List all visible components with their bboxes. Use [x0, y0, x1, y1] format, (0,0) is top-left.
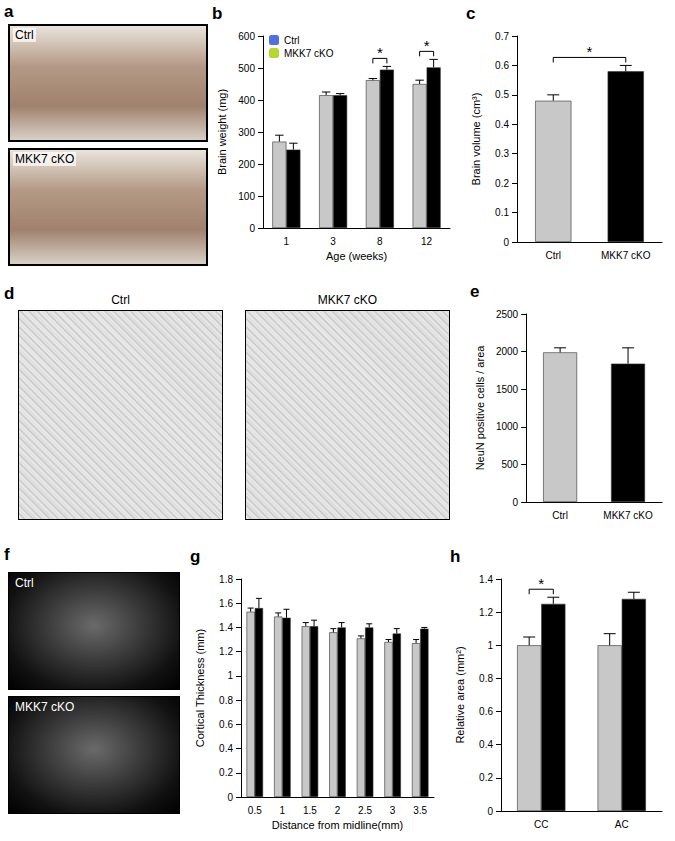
svg-text:0.7: 0.7	[495, 31, 509, 42]
svg-text:Cortical Thickness (mm): Cortical Thickness (mm)	[194, 629, 206, 747]
svg-text:0.6: 0.6	[495, 60, 509, 71]
svg-text:1.2: 1.2	[479, 607, 493, 618]
svg-text:Ctrl: Ctrl	[284, 35, 300, 46]
svg-text:0.8: 0.8	[219, 695, 233, 706]
html-text:f: f	[4, 545, 10, 564]
svg-text:2: 2	[335, 805, 341, 816]
html-text:a: a	[4, 2, 14, 21]
svg-text:2.5: 2.5	[358, 805, 372, 816]
svg-text:1.2: 1.2	[219, 646, 233, 657]
html-text:Ctrl: Ctrl	[111, 293, 130, 307]
html-text:c: c	[466, 4, 476, 23]
svg-text:1.4: 1.4	[479, 574, 493, 585]
svg-text:0.8: 0.8	[479, 673, 493, 684]
svg-text:MKK7 cKO: MKK7 cKO	[601, 250, 651, 261]
svg-text:*: *	[424, 37, 430, 54]
svg-text:1: 1	[487, 640, 493, 651]
svg-text:1: 1	[280, 805, 286, 816]
svg-text:2500: 2500	[496, 309, 519, 320]
svg-text:0.2: 0.2	[495, 178, 509, 189]
svg-text:3: 3	[390, 805, 396, 816]
svg-text:200: 200	[238, 159, 255, 170]
svg-text:100: 100	[238, 191, 255, 202]
svg-text:1500: 1500	[496, 384, 519, 395]
svg-text:500: 500	[238, 63, 255, 74]
html-text:Ctrl: Ctrl	[15, 28, 34, 42]
svg-text:0: 0	[513, 497, 519, 508]
svg-text:0.2: 0.2	[219, 767, 233, 778]
svg-text:1.8: 1.8	[219, 574, 233, 585]
html-text:e: e	[470, 282, 480, 301]
svg-text:MKK7 cKO: MKK7 cKO	[603, 510, 653, 521]
svg-text:*: *	[538, 575, 544, 592]
svg-text:Brain weight (mg): Brain weight (mg)	[216, 89, 228, 175]
svg-text:12: 12	[421, 236, 433, 247]
svg-text:400: 400	[238, 95, 255, 106]
svg-text:0: 0	[503, 237, 509, 248]
svg-text:0.4: 0.4	[479, 739, 493, 750]
svg-text:Relative area (mm²): Relative area (mm²)	[454, 646, 466, 743]
svg-text:CC: CC	[534, 819, 548, 830]
svg-text:1.4: 1.4	[219, 622, 233, 633]
svg-text:3.5: 3.5	[413, 805, 427, 816]
svg-text:0.5: 0.5	[495, 89, 509, 100]
svg-text:1.5: 1.5	[303, 805, 317, 816]
html-text:d: d	[4, 284, 15, 303]
svg-text:*: *	[377, 44, 383, 61]
svg-text:300: 300	[238, 127, 255, 138]
svg-text:2000: 2000	[496, 346, 519, 357]
svg-text:AC: AC	[615, 819, 629, 830]
svg-text:MKK7 cKO: MKK7 cKO	[284, 48, 334, 59]
svg-text:1: 1	[284, 236, 290, 247]
html-text:MKK7 cKO: MKK7 cKO	[15, 700, 75, 714]
svg-text:Ctrl: Ctrl	[545, 250, 561, 261]
svg-text:Distance from midline(mm): Distance from midline(mm)	[272, 819, 403, 831]
svg-text:0.2: 0.2	[479, 772, 493, 783]
html-text:Ctrl: Ctrl	[15, 576, 34, 590]
svg-text:0.6: 0.6	[219, 719, 233, 730]
svg-text:8: 8	[377, 236, 383, 247]
svg-text:0.4: 0.4	[219, 743, 233, 754]
svg-text:0.6: 0.6	[479, 706, 493, 717]
svg-text:1000: 1000	[496, 421, 519, 432]
svg-text:NeuN positive cells / area: NeuN positive cells / area	[474, 345, 486, 471]
svg-text:0.1: 0.1	[495, 207, 509, 218]
svg-text:0.3: 0.3	[495, 148, 509, 159]
html-text:g: g	[190, 547, 201, 566]
svg-text:0: 0	[249, 223, 255, 234]
svg-text:500: 500	[501, 459, 518, 470]
svg-text:0.5: 0.5	[248, 805, 262, 816]
svg-text:Ctrl: Ctrl	[552, 510, 568, 521]
html-text:MKK7 cKO: MKK7 cKO	[15, 152, 75, 166]
svg-text:*: *	[587, 43, 593, 60]
svg-text:0: 0	[227, 792, 233, 803]
svg-text:Age (weeks): Age (weeks)	[326, 250, 387, 262]
svg-text:1.6: 1.6	[219, 598, 233, 609]
svg-text:600: 600	[238, 31, 255, 42]
svg-text:3: 3	[330, 236, 336, 247]
svg-text:Brain volume (cm³): Brain volume (cm³)	[470, 93, 482, 186]
svg-text:1: 1	[227, 670, 233, 681]
html-text:b: b	[212, 4, 223, 23]
html-text:MKK7 cKO: MKK7 cKO	[317, 293, 378, 307]
html-text:h: h	[450, 547, 461, 566]
svg-text:0: 0	[487, 806, 493, 817]
svg-text:0.4: 0.4	[495, 119, 509, 130]
